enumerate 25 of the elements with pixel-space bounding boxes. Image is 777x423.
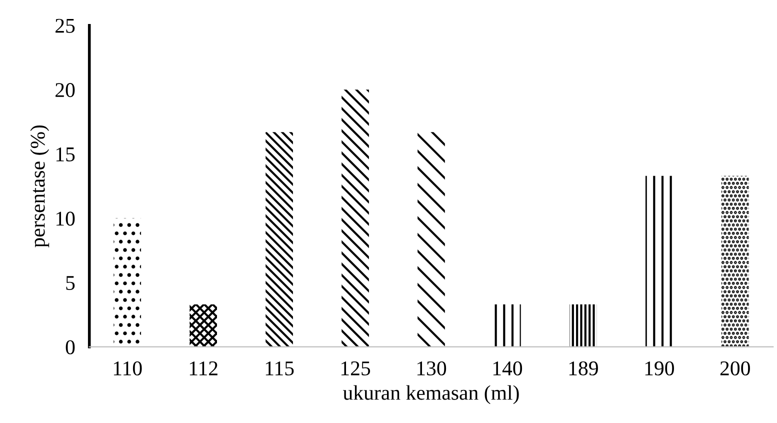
x-tick-label: 130 [417,361,446,376]
y-tick-label: 25 [56,18,75,33]
x-tick-label: 140 [493,361,522,376]
y-tick-label: 0 [66,340,75,354]
bar [418,132,445,347]
x-tick-label: 200 [720,361,750,376]
bar [570,304,597,347]
bar [342,90,369,347]
bar [266,132,293,347]
x-tick-label: 190 [645,361,674,376]
y-tick-label: 20 [56,83,75,98]
y-axis-title: persentase (%) [30,125,50,248]
x-tick-label: 110 [114,361,142,376]
x-tick-label: 115 [266,361,294,376]
x-tick-label: 125 [341,361,370,376]
x-axis-title: ukuran kemasan (ml) [342,385,519,404]
y-tick-label: 15 [56,147,75,162]
x-tick-label: 189 [569,361,598,376]
y-tick-label: 10 [56,212,75,226]
bar [494,304,521,347]
bar [721,176,749,347]
x-tick-label: 112 [190,361,218,376]
y-tick-label: 5 [66,276,75,290]
bar [190,304,217,347]
bar [645,176,673,347]
